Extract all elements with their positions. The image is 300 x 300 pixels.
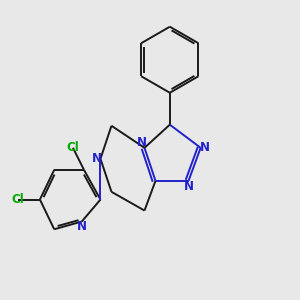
- Text: Cl: Cl: [11, 193, 24, 206]
- Text: N: N: [184, 180, 194, 193]
- Text: Cl: Cl: [67, 141, 79, 154]
- Text: N: N: [137, 136, 147, 149]
- Text: N: N: [77, 220, 87, 233]
- Text: N: N: [200, 141, 210, 154]
- Text: N: N: [92, 152, 101, 165]
